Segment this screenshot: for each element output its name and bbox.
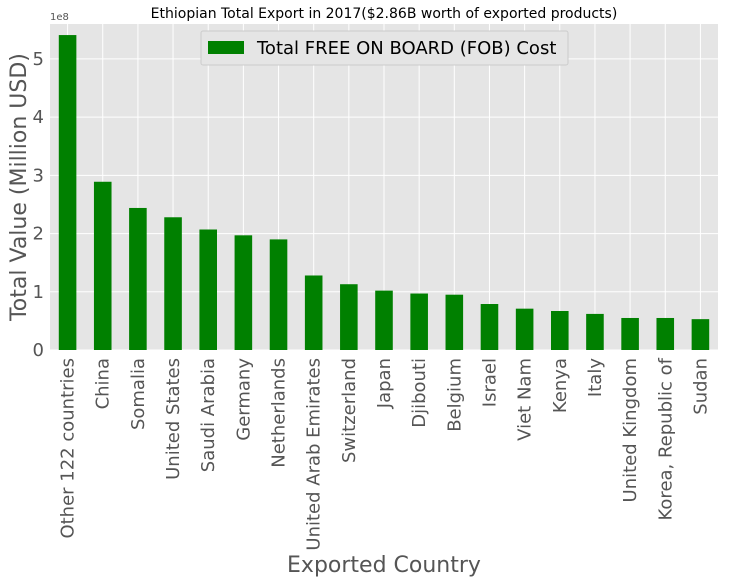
- bar: [234, 235, 253, 350]
- x-tick-label: Somalia: [128, 358, 149, 430]
- bar: [129, 207, 147, 350]
- x-tick-label: Switzerland: [339, 358, 360, 463]
- y-offset-label: 1e8: [50, 12, 69, 23]
- x-tick-label: Djibouti: [409, 358, 430, 428]
- y-axis-label: Total Value (Million USD): [7, 53, 32, 322]
- y-tick-label: 5: [33, 49, 44, 70]
- x-tick-label: Japan: [374, 358, 395, 409]
- legend-label: Total FREE ON BOARD (FOB) Cost: [256, 38, 556, 59]
- bar: [199, 229, 217, 350]
- bar: [269, 239, 288, 350]
- bar: [551, 310, 569, 350]
- x-tick-label: United Kingdom: [620, 358, 641, 502]
- bar: [340, 284, 358, 350]
- bar: [304, 275, 323, 350]
- y-ticks: 0 1 2 3 4 5: [33, 49, 44, 361]
- x-tick-label: United Arab Emirates: [304, 358, 325, 551]
- bar: [691, 319, 710, 350]
- y-tick-label: 1: [33, 282, 44, 303]
- bar: [93, 181, 112, 350]
- y-tick-label: 0: [33, 340, 44, 361]
- bar: [586, 313, 604, 350]
- bar: [515, 308, 534, 350]
- legend-box: [200, 30, 569, 66]
- bar: [375, 290, 393, 350]
- y-tick-label: 3: [33, 165, 44, 186]
- bars: [58, 35, 710, 350]
- chart-title: Ethiopian Total Export in 2017($2.86B wo…: [151, 6, 618, 22]
- x-tick-label: Kenya: [550, 358, 571, 413]
- bar: [58, 35, 77, 350]
- x-tick-label: Sudan: [690, 358, 711, 415]
- x-tick-label: Saudi Arabia: [198, 358, 219, 472]
- x-tick-label: Korea, Republic of: [655, 357, 676, 520]
- legend: Total FREE ON BOARD (FOB) Cost: [200, 30, 569, 66]
- x-tick-label: Netherlands: [269, 358, 290, 468]
- bar: [621, 317, 639, 350]
- bar: [445, 294, 464, 350]
- x-tick-label: Italy: [585, 358, 606, 397]
- bar: [480, 304, 499, 350]
- x-axis-label: Exported Country: [287, 553, 481, 578]
- bar: [656, 317, 675, 350]
- x-tick-label: Other 122 countries: [58, 358, 79, 539]
- y-tick-label: 2: [33, 224, 44, 245]
- x-ticks: Other 122 countries China Somalia United St…: [58, 357, 712, 550]
- x-tick-label: Viet Nam: [515, 358, 536, 441]
- x-tick-label: United States: [163, 358, 184, 480]
- x-tick-label: Germany: [233, 358, 254, 441]
- bar: [164, 217, 182, 350]
- x-tick-label: Israel: [479, 358, 500, 407]
- y-tick-label: 4: [33, 107, 44, 128]
- x-tick-label: China: [93, 358, 114, 409]
- legend-swatch: [208, 41, 244, 54]
- bar: [410, 293, 428, 350]
- x-tick-label: Belgium: [444, 358, 465, 432]
